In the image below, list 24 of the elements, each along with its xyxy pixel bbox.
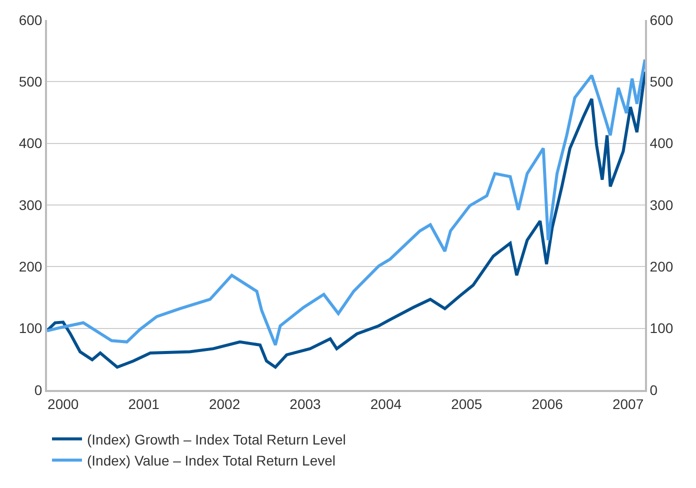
y-tick-label: 500 — [18, 74, 42, 90]
y-tick-label: 400 — [18, 135, 42, 152]
y2-tick-label: 400 — [650, 135, 674, 152]
x-tick-label: 2005 — [451, 396, 482, 412]
y-tick-label: 600 — [18, 12, 42, 28]
y2-tick-label: 600 — [650, 12, 674, 28]
x-tick-label: 2000 — [48, 396, 79, 412]
y-tick-label: 100 — [18, 320, 42, 336]
x-tick-label: 2007 — [612, 396, 644, 412]
x-tick-label: 2006 — [532, 396, 564, 412]
x-tick-label: 2001 — [128, 396, 160, 412]
x-tick-label: 2002 — [208, 396, 240, 412]
y-tick-label: 300 — [18, 196, 42, 213]
x-tick-label: 2003 — [290, 396, 322, 412]
y2-tick-label: 500 — [650, 74, 674, 90]
y2-tick-label: 100 — [650, 320, 674, 336]
y2-tick-label: 300 — [650, 196, 674, 213]
x-tick-label: 2004 — [370, 396, 402, 412]
legend-label: (Index) Growth – Index Total Return Level — [87, 431, 346, 448]
legend-label: (Index) Value – Index Total Return Level — [87, 452, 336, 469]
y2-tick-label: 200 — [650, 258, 674, 275]
y-tick-label: 200 — [18, 258, 42, 275]
y-tick-label: 0 — [34, 382, 42, 398]
y2-tick-label: 0 — [650, 382, 658, 398]
